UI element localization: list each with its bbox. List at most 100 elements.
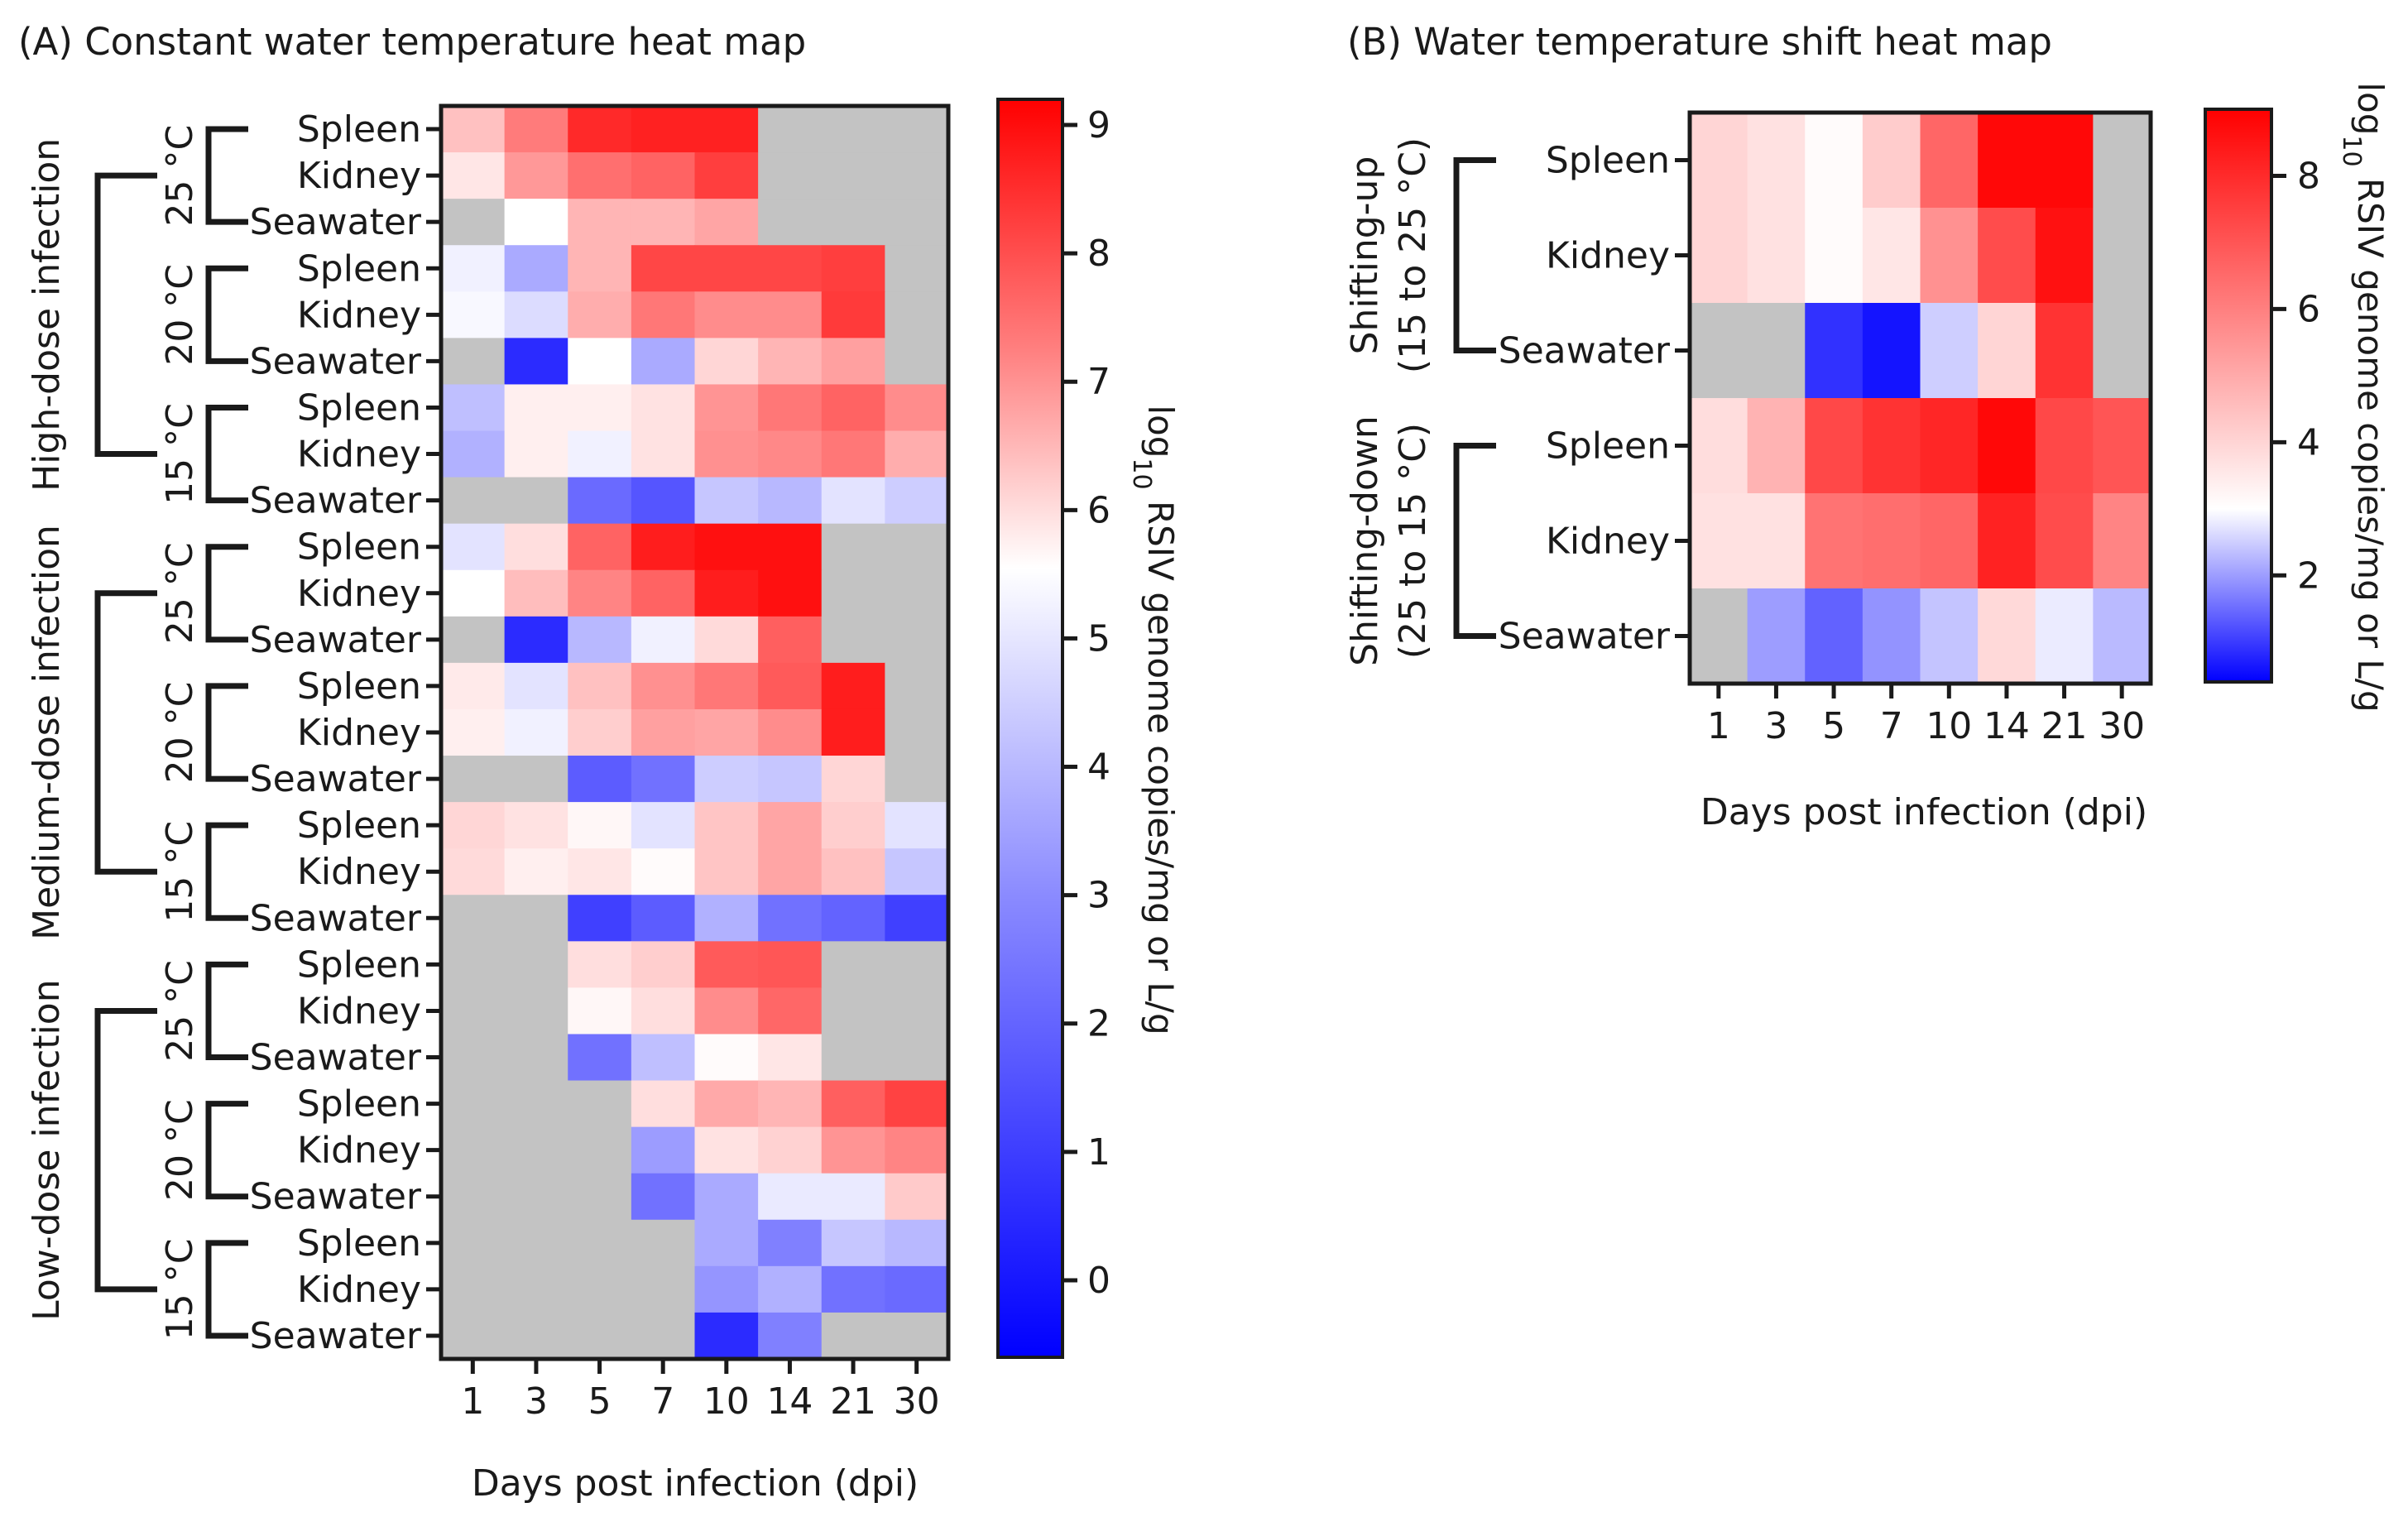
heatmap-cell <box>758 848 823 895</box>
heatmap-cell <box>821 291 885 338</box>
panel-a-title: (A) Constant water temperature heat map <box>18 20 806 64</box>
row-label: Spleen <box>297 665 421 708</box>
heatmap-cell <box>694 1034 759 1082</box>
row-label: Spleen <box>1546 140 1670 182</box>
heatmap-cell <box>821 569 885 617</box>
heatmap-cell <box>1805 588 1864 684</box>
heatmap-cell <box>885 199 949 246</box>
heatmap-cell <box>1747 208 1806 304</box>
heatmap-cell <box>504 941 568 989</box>
heatmap-cell <box>758 523 823 571</box>
heatmap-cell <box>441 199 506 246</box>
heatmap-cell <box>1690 303 1748 399</box>
heatmap-cell <box>821 199 885 246</box>
heatmap-cell <box>2035 588 2094 684</box>
heatmap-cell <box>631 848 696 895</box>
heatmap-cell <box>631 338 696 386</box>
heatmap-cell <box>885 477 949 525</box>
heatmap-cell <box>885 941 949 989</box>
row-label: Kidney <box>297 1269 421 1311</box>
heatmap-cell <box>694 569 759 617</box>
heatmap-cell <box>758 802 823 849</box>
heatmap-cell <box>2093 303 2151 399</box>
panel-b-x-ticks: 1 3 5 7 10 14 21 30 <box>1707 684 2145 747</box>
heatmap-cell <box>504 1034 568 1082</box>
temperature-label: 20 °C <box>159 1099 201 1201</box>
heatmap-cell <box>568 106 632 153</box>
row-label: Seawater <box>250 1037 422 1079</box>
heatmap-cell <box>568 895 632 942</box>
panel-b-title: (B) Water temperature shift heat map <box>1347 20 2052 64</box>
heatmap-cell <box>694 1219 759 1267</box>
shift-group-subtitle: (15 to 25 °C) <box>1392 137 1434 373</box>
row-label: Spleen <box>297 1222 421 1265</box>
heatmap-cell <box>1978 398 2036 494</box>
heatmap-cell <box>2093 113 2151 209</box>
heatmap-cell <box>631 616 696 664</box>
heatmap-cell <box>631 941 696 989</box>
row-label: Spleen <box>297 386 421 429</box>
heatmap-cell <box>504 708 568 756</box>
row-label: Spleen <box>297 943 421 986</box>
heatmap-cell <box>1690 588 1748 684</box>
heatmap-cell <box>1690 398 1748 494</box>
heatmap-cell <box>568 616 632 664</box>
panel-b-colorbar-ticks: 2 4 6 8 <box>2271 155 2320 597</box>
row-label: Kidney <box>1546 521 1670 563</box>
heatmap-cell <box>821 477 885 525</box>
panel-b-colorbar-title: log10 RSIV genome copies/mg or L/g <box>2338 82 2391 712</box>
colorbar-tick-label: 6 <box>1087 489 1110 531</box>
row-label: Seawater <box>250 201 422 243</box>
heatmap-cell <box>758 756 823 803</box>
heatmap-cell <box>885 338 949 386</box>
heatmap-cell <box>504 895 568 942</box>
heatmap-cell <box>885 1312 949 1360</box>
heatmap-cell <box>694 1126 759 1174</box>
heatmap-cell <box>441 1265 506 1313</box>
panel-b-cells <box>1690 113 2151 684</box>
heatmap-cell <box>631 1265 696 1313</box>
heatmap-cell <box>504 338 568 386</box>
heatmap-cell <box>821 245 885 292</box>
heatmap-cell <box>885 152 949 199</box>
temperature-label: 20 °C <box>159 264 201 366</box>
heatmap-cell <box>1690 113 1748 209</box>
heatmap-cell <box>2035 398 2094 494</box>
panel-a: (A) Constant water temperature heat map … <box>18 20 1181 1505</box>
panel-b: (B) Water temperature shift heat map Spl… <box>1344 20 2391 833</box>
temperature-label: 20 °C <box>159 682 201 784</box>
heatmap-cell <box>821 152 885 199</box>
heatmap-cell <box>885 1034 949 1082</box>
heatmap-cell <box>441 987 506 1035</box>
row-label: Spleen <box>297 804 421 847</box>
panel-a-brackets: 25 °C 20 °C 15 °C High-dose infection 25 °C 2… <box>26 125 248 1340</box>
heatmap-cell <box>441 756 506 803</box>
heatmap-cell <box>568 384 632 432</box>
heatmap-cell <box>504 756 568 803</box>
heatmap-cell <box>1862 493 1921 589</box>
heatmap-cell <box>1747 588 1806 684</box>
heatmap-cell <box>568 1126 632 1174</box>
row-label: Kidney <box>1546 235 1670 277</box>
heatmap-cell <box>821 616 885 664</box>
dose-bracket <box>94 172 157 458</box>
heatmap-cell <box>885 245 949 292</box>
heatmap-cell <box>441 1173 506 1221</box>
heatmap-cell <box>2035 303 2094 399</box>
colorbar-tick-label: 6 <box>2297 288 2320 330</box>
temperature-bracket <box>205 126 248 225</box>
heatmap-cell <box>504 616 568 664</box>
heatmap-cell <box>821 384 885 432</box>
heatmap-cell <box>821 338 885 386</box>
heatmap-cell <box>1805 398 1864 494</box>
x-tick-label: 30 <box>894 1380 940 1423</box>
heatmap-cell <box>694 1173 759 1221</box>
heatmap-cell <box>1920 398 1979 494</box>
heatmap-cell <box>758 1265 823 1313</box>
heatmap-cell <box>568 1173 632 1221</box>
heatmap-cell <box>694 1080 759 1128</box>
x-tick-label: 14 <box>766 1380 813 1423</box>
x-tick-label: 21 <box>2041 705 2088 747</box>
heatmap-cell <box>504 1312 568 1360</box>
shift-group-label: Shifting-down <box>1344 415 1386 666</box>
